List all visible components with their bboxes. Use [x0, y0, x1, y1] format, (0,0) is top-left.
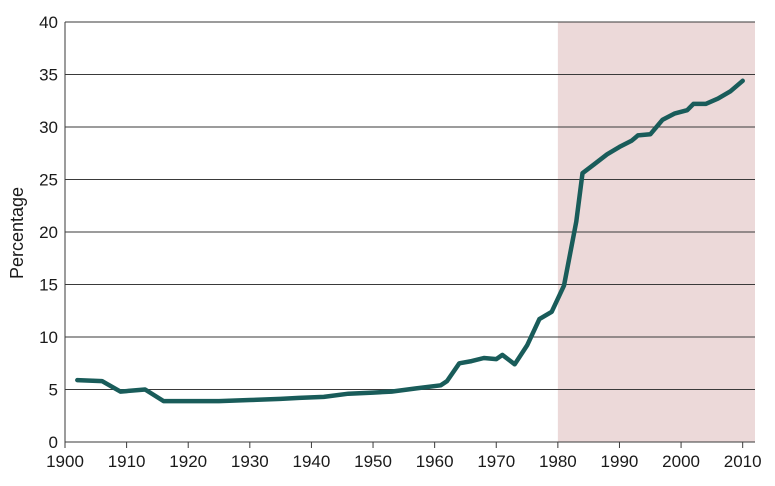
x-tick-label-1990: 1990	[601, 452, 639, 471]
x-tick-labels: 1900 1910 1920 1930 1940 1950 1960 1970 1980 1990…	[46, 452, 762, 471]
x-tick-label-1930: 1930	[231, 452, 269, 471]
x-tick-label-2000: 2000	[662, 452, 700, 471]
y-tick-label-25: 25	[39, 171, 58, 190]
x-tick-label-1920: 1920	[169, 452, 207, 471]
x-tick-label-1960: 1960	[416, 452, 454, 471]
y-tick-label-5: 5	[49, 381, 58, 400]
series-line-0	[75, 78, 745, 404]
y-tick-label-40: 40	[39, 13, 58, 32]
y-tick-label-20: 20	[39, 223, 58, 242]
x-tick-label-1950: 1950	[354, 452, 392, 471]
y-tick-label-10: 10	[39, 328, 58, 347]
y-tick-label-30: 30	[39, 118, 58, 137]
gridlines	[65, 21, 755, 390]
x-tick-label-1900: 1900	[46, 452, 84, 471]
y-tick-labels: 0 5 10 15 20 25 30 35 40	[39, 13, 58, 452]
x-tick-label-1980: 1980	[539, 452, 577, 471]
axes	[64, 22, 755, 448]
x-tick-label-1940: 1940	[293, 452, 331, 471]
y-axis-title: Percentage	[7, 187, 27, 279]
x-tick-label-2010: 2010	[724, 452, 762, 471]
x-tick-label-1970: 1970	[477, 452, 515, 471]
y-tick-label-35: 35	[39, 66, 58, 85]
y-tick-label-0: 0	[49, 433, 58, 452]
series-lines	[75, 78, 745, 404]
y-tick-label-15: 15	[39, 276, 58, 295]
x-tick-label-1910: 1910	[108, 452, 146, 471]
